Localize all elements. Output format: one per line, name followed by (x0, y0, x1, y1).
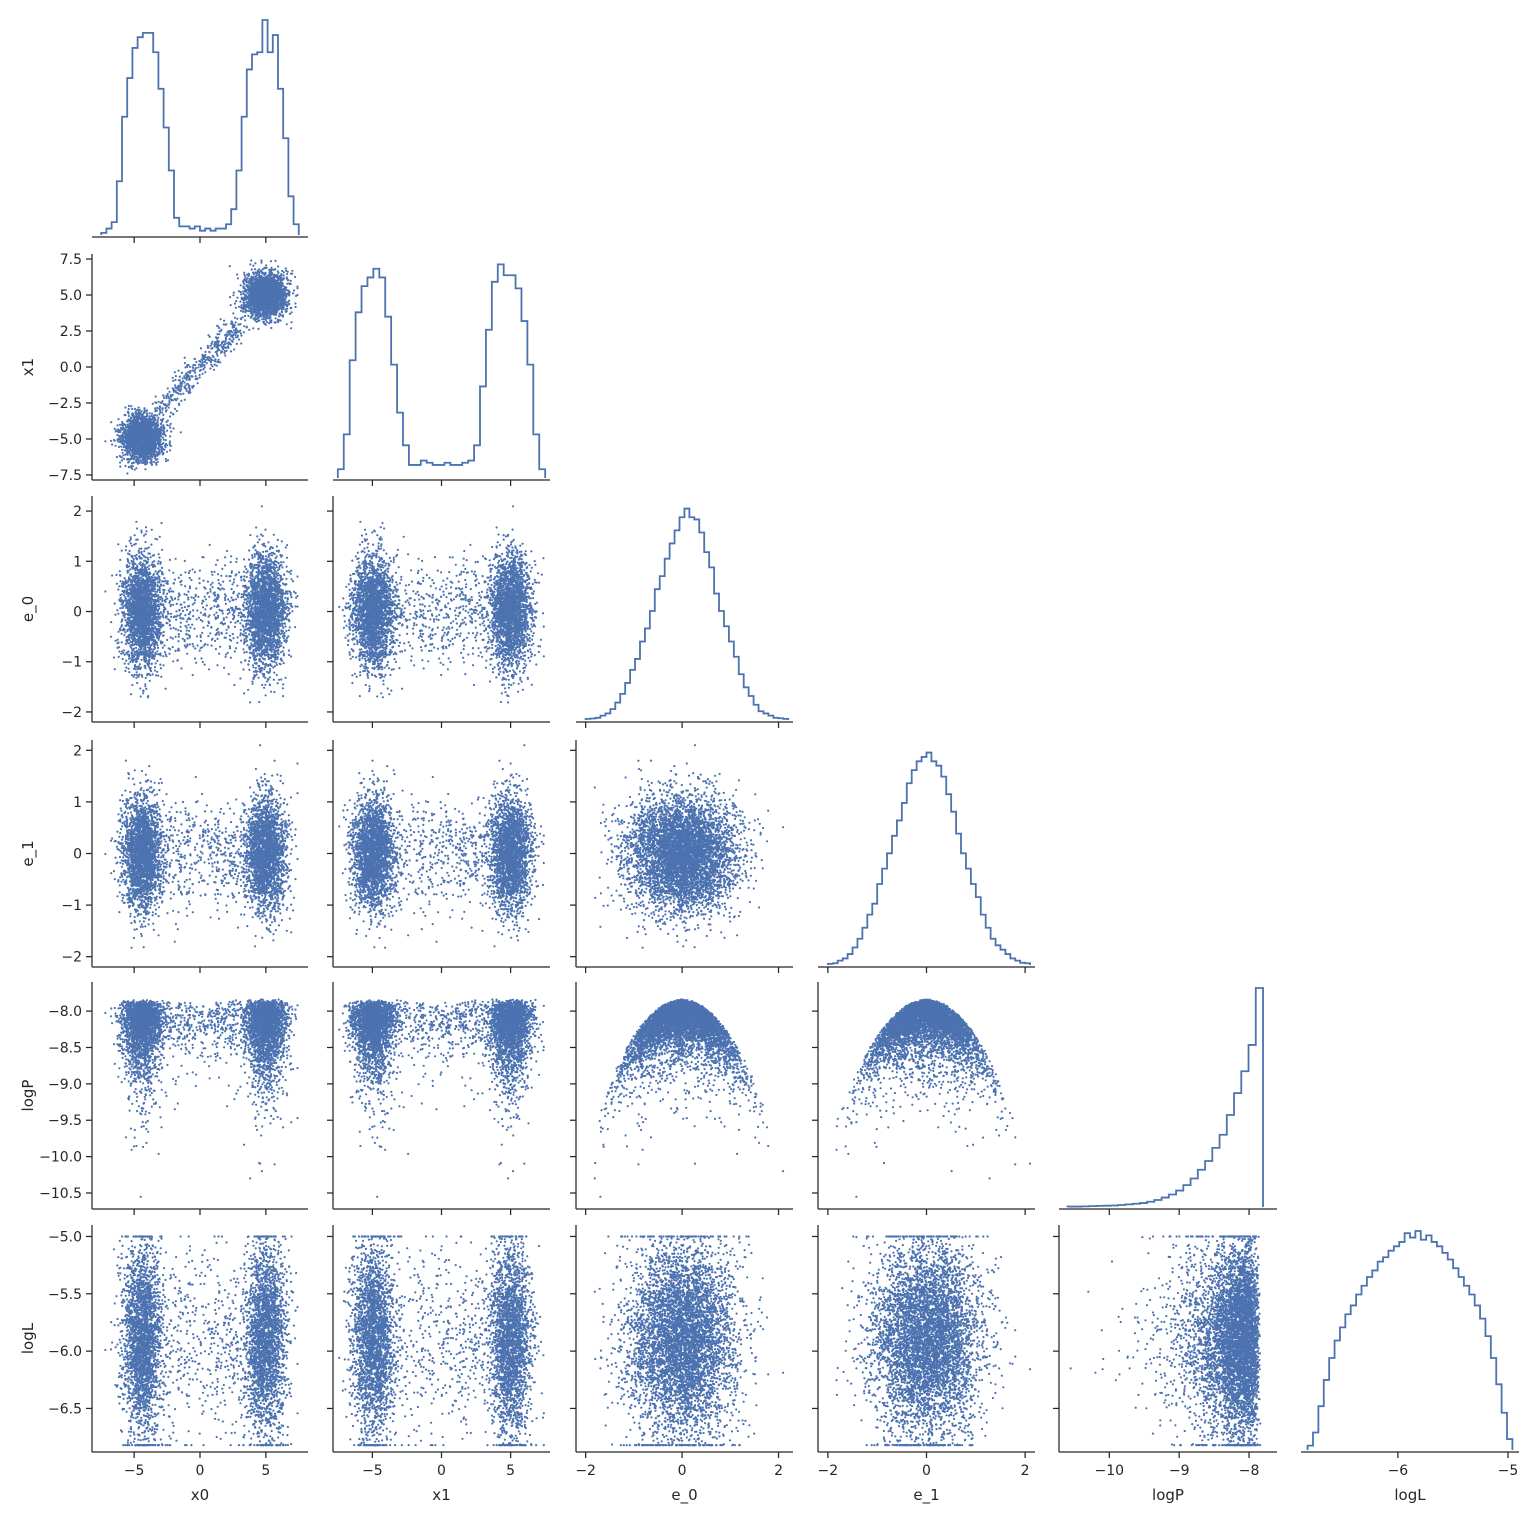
scatter-point (121, 459, 123, 461)
scatter-point (240, 332, 242, 334)
scatter-point (153, 461, 155, 463)
scatter-point (240, 342, 242, 344)
scatter-point (119, 466, 121, 468)
scatter-point (161, 411, 163, 413)
scatter-point (179, 376, 181, 378)
scatter-point (260, 262, 262, 264)
scatter-point (265, 264, 267, 266)
histogram-x0 (101, 20, 299, 235)
panel-x1-vs-x0 (86, 254, 308, 486)
scatter-point (180, 431, 182, 433)
scatter-x1-vs-x0 (104, 259, 298, 474)
scatter-point (165, 439, 167, 441)
scatter-point (234, 334, 236, 336)
scatter-point (110, 440, 112, 442)
scatter-point (131, 408, 133, 410)
scatter-point (114, 428, 116, 430)
scatter-point (288, 300, 290, 302)
scatter-point (290, 327, 292, 329)
scatter-point (166, 451, 168, 453)
scatter-point (122, 454, 124, 456)
scatter-point (199, 376, 201, 378)
scatter-point (186, 390, 188, 392)
scatter-point (291, 311, 293, 313)
scatter-point (243, 272, 245, 274)
scatter-point (170, 423, 172, 425)
scatter-point (283, 271, 285, 273)
scatter-point (184, 362, 186, 364)
scatter-point (158, 401, 160, 403)
scatter-point (206, 362, 208, 364)
panel-x0-vs-x0 (92, 20, 308, 243)
scatter-point (240, 335, 242, 337)
